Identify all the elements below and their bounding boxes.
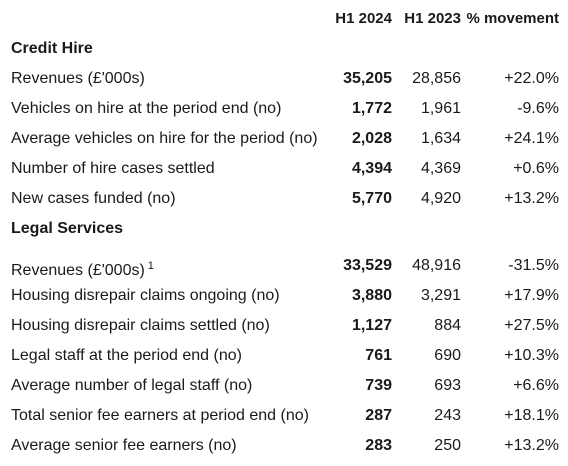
value-h1-2023: 1,961	[420, 100, 461, 117]
table-row: Revenues (£'000s) 1 33,529 48,916 -31.5%	[0, 251, 568, 281]
value-h1-2024: 1,127	[351, 317, 392, 334]
table-row: Average number of legal staff (no) 739 6…	[0, 371, 568, 401]
value-h1-2024: 4,394	[351, 160, 392, 177]
table-row: Legal staff at the period end (no) 761 6…	[0, 341, 568, 371]
column-header-movement: % movement	[466, 10, 559, 27]
row-label: Housing disrepair claims ongoing (no)	[11, 287, 280, 304]
value-movement: -9.6%	[517, 100, 559, 117]
table-row: Average senior fee earners (no) 283 250 …	[0, 431, 568, 461]
value-movement: +6.6%	[513, 377, 559, 394]
row-label: Total senior fee earners at period end (…	[11, 407, 309, 424]
row-label: Vehicles on hire at the period end (no)	[11, 100, 282, 117]
row-label: Legal staff at the period end (no)	[11, 347, 242, 364]
value-movement: -31.5%	[508, 257, 559, 274]
value-h1-2024: 5,770	[351, 190, 392, 207]
row-label: New cases funded (no)	[11, 190, 176, 207]
value-movement: +0.6%	[513, 160, 559, 177]
table-row: Vehicles on hire at the period end (no) …	[0, 94, 568, 124]
value-h1-2023: 28,856	[412, 70, 461, 87]
row-label: Number of hire cases settled	[11, 160, 215, 177]
value-h1-2023: 250	[434, 437, 461, 454]
footnote-marker: 1	[147, 260, 154, 272]
row-label: Average number of legal staff (no)	[11, 377, 253, 394]
row-label: Average vehicles on hire for the period …	[11, 130, 318, 147]
row-label: Average senior fee earners (no)	[11, 437, 237, 454]
value-movement: +17.9%	[504, 287, 559, 304]
value-movement: +10.3%	[504, 347, 559, 364]
table-row: Number of hire cases settled 4,394 4,369…	[0, 154, 568, 184]
section-heading-row: Credit Hire	[0, 34, 568, 64]
column-header-h1-2024: H1 2024	[335, 10, 392, 27]
value-h1-2023: 693	[434, 377, 461, 394]
row-label: Revenues (£'000s)	[11, 70, 145, 87]
value-h1-2024: 1,772	[351, 100, 392, 117]
value-h1-2024: 739	[365, 377, 392, 394]
row-label-text: Revenues (£'000s)	[11, 262, 145, 279]
value-h1-2024: 33,529	[343, 257, 392, 274]
table-row: Housing disrepair claims settled (no) 1,…	[0, 311, 568, 341]
column-header-h1-2023: H1 2023	[404, 10, 461, 27]
section-title-legal-services: Legal Services	[11, 220, 124, 237]
value-h1-2023: 243	[434, 407, 461, 424]
value-h1-2023: 4,920	[420, 190, 461, 207]
table-row: Average vehicles on hire for the period …	[0, 124, 568, 154]
value-h1-2024: 287	[365, 407, 392, 424]
value-h1-2023: 1,634	[420, 130, 461, 147]
table-row: New cases funded (no) 5,770 4,920 +13.2%	[0, 184, 568, 214]
value-movement: +27.5%	[504, 317, 559, 334]
value-movement: +13.2%	[504, 190, 559, 207]
value-h1-2023: 4,369	[420, 160, 461, 177]
value-movement: +13.2%	[504, 437, 559, 454]
value-movement: +18.1%	[504, 407, 559, 424]
table-row: Revenues (£'000s) 35,205 28,856 +22.0%	[0, 64, 568, 94]
section-heading-row: Legal Services	[0, 214, 568, 244]
row-label: Housing disrepair claims settled (no)	[11, 317, 270, 334]
value-h1-2023: 884	[434, 317, 461, 334]
row-label: Revenues (£'000s) 1	[11, 251, 154, 286]
section-title-credit-hire: Credit Hire	[11, 40, 93, 57]
value-h1-2023: 3,291	[420, 287, 461, 304]
value-movement: +24.1%	[504, 130, 559, 147]
value-h1-2024: 35,205	[343, 70, 392, 87]
value-h1-2024: 283	[365, 437, 392, 454]
value-h1-2024: 3,880	[351, 287, 392, 304]
value-h1-2024: 761	[365, 347, 392, 364]
value-h1-2023: 48,916	[412, 257, 461, 274]
table-row: Total senior fee earners at period end (…	[0, 401, 568, 431]
table-row: Housing disrepair claims ongoing (no) 3,…	[0, 281, 568, 311]
value-h1-2023: 690	[434, 347, 461, 364]
table-header-row: H1 2024 H1 2023 % movement	[0, 4, 568, 34]
value-movement: +22.0%	[504, 70, 559, 87]
value-h1-2024: 2,028	[351, 130, 392, 147]
